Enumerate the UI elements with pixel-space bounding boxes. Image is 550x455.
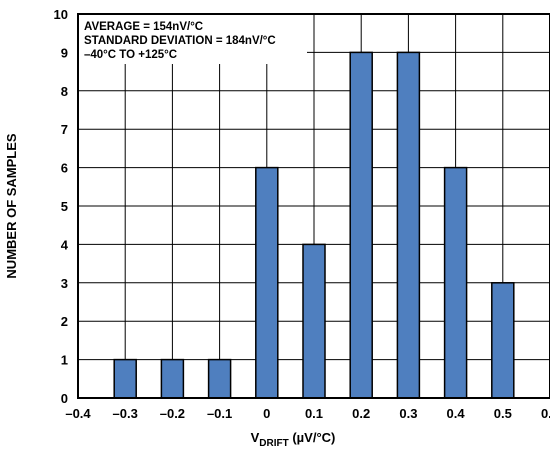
y-tick-label: 0 bbox=[61, 391, 68, 406]
x-tick-label: 0.2 bbox=[352, 406, 370, 421]
x-tick-label: 0.6 bbox=[541, 406, 550, 421]
plot-frame bbox=[77, 13, 550, 399]
bar bbox=[255, 166, 279, 399]
annotation-temp-range: –40°C TO +125°C bbox=[84, 49, 177, 61]
bar bbox=[491, 282, 515, 399]
bar bbox=[349, 51, 373, 399]
x-tick-label: 0.3 bbox=[399, 406, 417, 421]
x-axis-title: VDRIFT (µV/°C) bbox=[251, 430, 336, 449]
x-axis-title-unit: (µV/°C) bbox=[289, 430, 336, 445]
bar bbox=[207, 358, 232, 399]
y-tick-label: 2 bbox=[61, 314, 68, 329]
y-tick-label: 9 bbox=[61, 45, 68, 60]
annotation-box bbox=[79, 15, 307, 64]
y-tick-label: 1 bbox=[61, 353, 68, 368]
x-tick-label: –0.1 bbox=[207, 406, 232, 421]
y-tick-label: 3 bbox=[61, 276, 68, 291]
x-tick-label: –0.3 bbox=[113, 406, 138, 421]
bar bbox=[443, 166, 468, 399]
y-axis-title: NUMBER OF SAMPLES bbox=[4, 133, 19, 279]
y-axis-ticks: 0 1 2 3 4 5 6 7 8 9 10 bbox=[54, 7, 69, 406]
bar bbox=[113, 358, 137, 399]
y-tick-label: 10 bbox=[54, 7, 68, 22]
y-tick-label: 4 bbox=[61, 237, 69, 252]
x-tick-label: 0.1 bbox=[305, 406, 323, 421]
annotation-std-dev: STANDARD DEVIATION = 184nV/°C bbox=[84, 35, 276, 47]
x-tick-label: 0.5 bbox=[494, 406, 512, 421]
y-tick-label: 6 bbox=[61, 161, 68, 176]
y-tick-label: 5 bbox=[61, 199, 68, 214]
x-tick-label: 0.4 bbox=[447, 406, 466, 421]
bar bbox=[160, 358, 185, 399]
x-axis-title-subscript: DRIFT bbox=[259, 438, 288, 449]
y-tick-label: 7 bbox=[61, 122, 68, 137]
x-axis-ticks: –0.4 –0.3 –0.2 –0.1 0 0.1 0.2 0.3 0.4 0.5 0.6 bbox=[65, 406, 550, 421]
x-tick-label: –0.4 bbox=[65, 406, 91, 421]
x-axis-title-main: V bbox=[251, 430, 260, 445]
y-tick-label: 8 bbox=[61, 84, 68, 99]
bar bbox=[396, 51, 421, 399]
x-tick-label: –0.2 bbox=[160, 406, 185, 421]
x-tick-label: 0 bbox=[263, 406, 270, 421]
bar bbox=[302, 243, 326, 399]
annotation-average: AVERAGE = 154nV/°C bbox=[84, 21, 203, 33]
